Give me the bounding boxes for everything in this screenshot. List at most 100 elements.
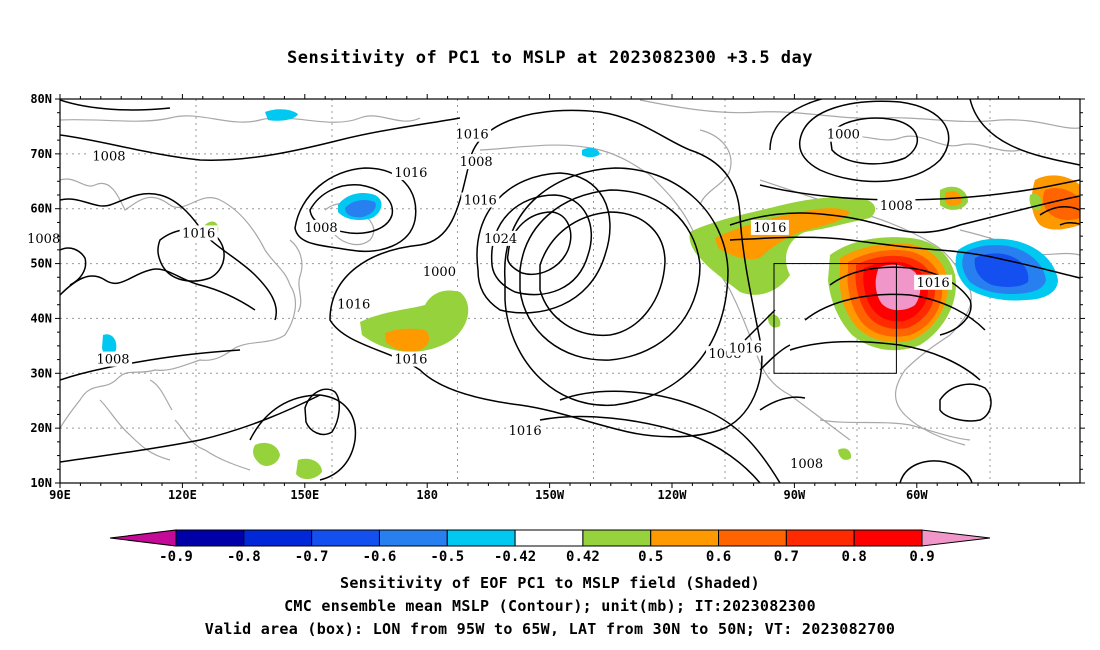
contour-label-bg bbox=[481, 230, 520, 246]
contour-label-bg bbox=[877, 197, 916, 213]
grid-lines bbox=[60, 99, 1080, 483]
shade-neg-bering bbox=[582, 147, 600, 158]
longitude-label: 120W bbox=[658, 488, 688, 502]
colorbar-label: 0.6 bbox=[706, 549, 731, 565]
colorbar-left-arrow bbox=[109, 529, 177, 547]
colorbar-swatch bbox=[785, 529, 855, 547]
colorbar-label: 0.42 bbox=[566, 549, 600, 565]
colorbar-swatch bbox=[582, 529, 652, 547]
colorbar-swatch bbox=[650, 529, 720, 547]
colorbar-swatch bbox=[175, 529, 245, 547]
latitude-label: 80N bbox=[30, 92, 52, 106]
contour-label: 1024 bbox=[484, 232, 517, 247]
contour-label-bg bbox=[461, 192, 500, 208]
colorbar-swatch bbox=[718, 529, 787, 547]
longitude-labels: 90E 120E 150E 180 150W 120W 90W 60W bbox=[49, 488, 928, 502]
contour-label-bg bbox=[391, 351, 430, 367]
colorbar-label: -0.8 bbox=[227, 549, 261, 565]
contour-label: 1008 bbox=[96, 353, 129, 368]
colorbar-swatch bbox=[514, 529, 584, 547]
caption-line-1: Sensitivity of EOF PC1 to MSLP field (Sh… bbox=[340, 574, 760, 592]
latitude-label: 10N bbox=[30, 476, 52, 490]
contour-label: 1016 bbox=[394, 353, 427, 368]
shade-neg-india bbox=[102, 334, 117, 356]
contour-label: 1016 bbox=[917, 276, 950, 291]
longitude-label: 60W bbox=[906, 488, 928, 502]
colorbar-label: 0.5 bbox=[638, 549, 663, 565]
colorbar: -0.9 -0.8 -0.7 -0.6 -0.5 -0.42 0.42 0.5 0.6 0.7 0.… bbox=[109, 529, 991, 565]
shade-pos-ne-atlantic-red bbox=[1043, 187, 1080, 220]
colorbar-label: 0.9 bbox=[909, 549, 934, 565]
shade-pos-west-pacific2 bbox=[296, 458, 322, 480]
contour-label-bg bbox=[824, 126, 863, 142]
shade-pos-west-pacific1 bbox=[253, 442, 280, 466]
contour-label-bg bbox=[506, 422, 545, 438]
contour-label: 1008 bbox=[92, 150, 125, 165]
colorbar-label: -0.6 bbox=[363, 549, 397, 565]
latitude-labels: 80N 70N 60N 50N 40N 30N 20N 10N bbox=[30, 92, 52, 490]
shade-neg-arctic bbox=[265, 109, 298, 121]
longitude-label: 180 bbox=[416, 488, 438, 502]
contour-label-bg bbox=[391, 165, 430, 181]
contour-label: 1000 bbox=[827, 128, 860, 143]
contour-label-bg bbox=[726, 340, 765, 356]
latitude-label: 30N bbox=[30, 366, 52, 380]
map-area bbox=[60, 99, 1080, 483]
colorbar-label: -0.42 bbox=[494, 549, 536, 565]
latitude-label: 60N bbox=[30, 202, 52, 216]
contour-label: 1016 bbox=[729, 342, 762, 357]
contour-label: 1016 bbox=[464, 193, 497, 208]
latitude-label: 20N bbox=[30, 421, 52, 435]
map-title: Sensitivity of PC1 to MSLP at 2023082300… bbox=[286, 48, 813, 68]
shade-pos-east-us-pink bbox=[875, 264, 921, 311]
longitude-label: 120E bbox=[168, 488, 197, 502]
colorbar-swatch bbox=[853, 529, 923, 547]
contour-labels: 1016 1008 1008 1016 1000 1016 1008 1016 1008 1016… bbox=[24, 126, 953, 472]
contour-label-bg bbox=[457, 154, 496, 170]
contour-label-bg bbox=[94, 351, 133, 367]
contour-label: 1008 bbox=[305, 221, 338, 236]
sensitivity-shading bbox=[102, 109, 1080, 480]
contour-label: 1008 bbox=[27, 232, 60, 247]
contour-label-bg bbox=[750, 219, 789, 235]
axis-ticks bbox=[55, 94, 1085, 488]
contour-label: 1016 bbox=[182, 226, 215, 241]
contour-label: 1016 bbox=[753, 221, 786, 236]
contour-label: 1008 bbox=[460, 155, 493, 170]
contour-label: 1016 bbox=[456, 128, 489, 143]
colorbar-swatch bbox=[243, 529, 313, 547]
colorbar-label: -0.7 bbox=[295, 549, 329, 565]
contour-label: 1016 bbox=[509, 424, 542, 439]
contour-label-bg bbox=[89, 148, 128, 164]
colorbar-label: 0.8 bbox=[842, 549, 867, 565]
contour-label-bg bbox=[302, 219, 341, 235]
contour-label: 1016 bbox=[394, 166, 427, 181]
colorbar-label: -0.5 bbox=[430, 549, 464, 565]
colorbar-swatch bbox=[378, 529, 448, 547]
longitude-label: 90E bbox=[49, 488, 71, 502]
colorbar-label: 0.7 bbox=[774, 549, 799, 565]
latitude-label: 70N bbox=[30, 147, 52, 161]
caption-line-3: Valid area (box): LON from 95W to 65W, L… bbox=[204, 620, 896, 638]
contour-label-bg bbox=[787, 455, 826, 471]
shade-neg-okhotsk-mid bbox=[345, 200, 376, 218]
contour-label: 1008 bbox=[790, 457, 823, 472]
mslp-contours bbox=[60, 99, 1080, 483]
valid-area-box bbox=[773, 263, 897, 374]
colorbar-swatch bbox=[311, 529, 380, 547]
colorbar-right-arrow bbox=[921, 529, 991, 547]
contour-label-bg bbox=[179, 225, 218, 241]
longitude-label: 150W bbox=[535, 488, 565, 502]
shade-pos-central-pacific-orange bbox=[385, 328, 430, 352]
contour-label-bg bbox=[334, 296, 373, 312]
longitude-label: 90W bbox=[784, 488, 806, 502]
caption-line-2: CMC ensemble mean MSLP (Contour); unit(m… bbox=[284, 597, 816, 615]
contour-label: 1008 bbox=[880, 199, 913, 214]
colorbar-label: -0.9 bbox=[159, 549, 193, 565]
latitude-label: 40N bbox=[30, 311, 52, 325]
latitude-label: 50N bbox=[30, 257, 52, 271]
shade-pos-gulf bbox=[838, 448, 852, 460]
contour-label-bg bbox=[420, 263, 459, 279]
longitude-label: 150E bbox=[290, 488, 319, 502]
